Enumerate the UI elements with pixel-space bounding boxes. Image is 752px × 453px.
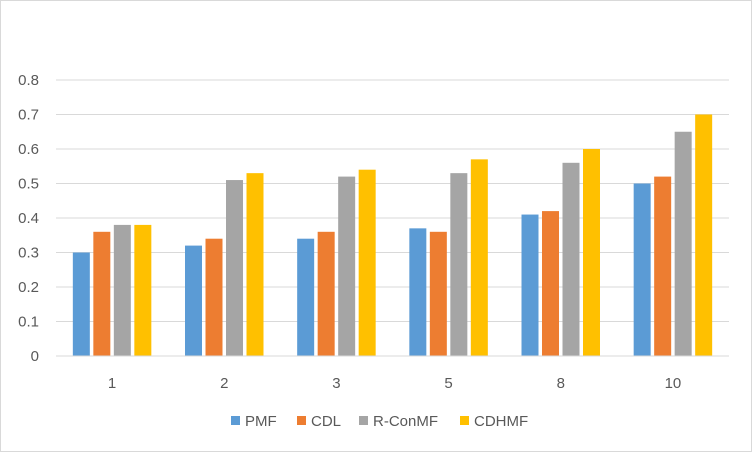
bar-pmf-10	[633, 183, 651, 356]
legend: PMF CDL R-ConMF CDHMF	[231, 413, 528, 430]
x-tick-label: 8	[557, 375, 565, 392]
bar-cdl-3	[317, 231, 335, 356]
bar-pmf-2	[185, 245, 202, 356]
bar-cdhmf-5	[470, 159, 488, 356]
legend-swatch-r-conmf	[359, 416, 368, 425]
bar-r-conmf-1	[113, 224, 131, 356]
legend-swatch-cdhmf	[460, 416, 469, 425]
y-tick-label: 0.1	[18, 314, 39, 331]
y-tick-label: 0	[31, 348, 39, 365]
legend-label-r-conmf: R-ConMF	[373, 413, 438, 430]
y-tick-label: 0.6	[18, 141, 39, 158]
legend-label-cdhmf: CDHMF	[474, 413, 528, 430]
legend-label-cdl: CDL	[311, 413, 341, 430]
bar-r-conmf-5	[450, 173, 468, 356]
bar-cdhmf-3	[358, 169, 376, 356]
bar-pmf-3	[297, 238, 315, 356]
bar-cdhmf-2	[246, 173, 264, 356]
legend-label-pmf: PMF	[245, 413, 277, 430]
bar-pmf-5	[409, 228, 427, 356]
y-tick-label: 0.5	[18, 176, 39, 193]
bar-cdl-10	[654, 176, 672, 356]
x-tick-label: 3	[332, 375, 340, 392]
bar-cdl-1	[93, 231, 111, 356]
bar-r-conmf-10	[674, 131, 692, 356]
y-tick-label: 0.8	[18, 72, 39, 89]
bars	[72, 114, 713, 356]
bar-cdhmf-1	[134, 224, 152, 356]
bar-r-conmf-2	[226, 180, 243, 356]
x-tick-label: 10	[665, 375, 682, 392]
legend-swatch-pmf	[231, 416, 240, 425]
bar-cdl-2	[205, 238, 223, 356]
bar-cdhmf-8	[583, 149, 600, 356]
y-tick-label: 0.4	[18, 210, 39, 227]
bar-r-conmf-8	[562, 162, 580, 356]
bar-cdhmf-10	[695, 114, 713, 356]
y-axis-ticks: 0 0.1 0.2 0.3 0.4 0.5 0.6 0.7 0.8	[18, 72, 39, 365]
x-tick-label: 1	[108, 375, 116, 392]
bar-cdl-5	[429, 231, 447, 356]
bar-pmf-1	[72, 252, 90, 356]
legend-swatch-cdl	[297, 416, 306, 425]
y-tick-label: 0.3	[18, 245, 39, 262]
bar-pmf-8	[521, 214, 539, 356]
y-tick-label: 0.2	[18, 279, 39, 296]
x-tick-label: 2	[220, 375, 228, 392]
gridlines	[56, 79, 729, 322]
x-tick-label: 5	[444, 375, 452, 392]
bar-r-conmf-3	[338, 176, 356, 356]
x-axis-ticks: 1 2 3 5 8 10	[108, 375, 681, 392]
y-tick-label: 0.7	[18, 107, 39, 124]
bar-cdl-8	[542, 211, 559, 356]
